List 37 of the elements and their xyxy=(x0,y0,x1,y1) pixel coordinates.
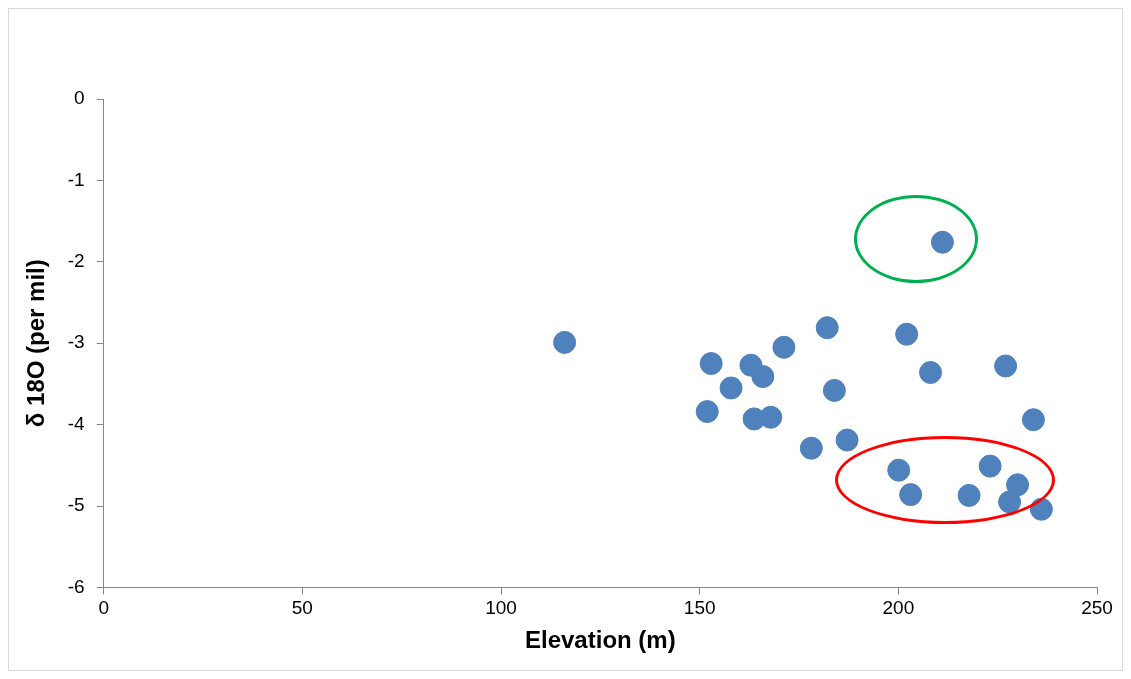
point xyxy=(998,490,1022,514)
y-tick-label: -4 xyxy=(67,412,86,434)
point xyxy=(553,330,577,354)
x-tick-label: 100 xyxy=(485,597,517,619)
point xyxy=(815,316,839,340)
point xyxy=(887,458,911,482)
x-axis-title: Elevation (m) xyxy=(525,626,676,654)
point xyxy=(899,483,923,507)
y-tick-label: -6 xyxy=(67,575,85,597)
point xyxy=(772,335,796,359)
point xyxy=(835,428,859,452)
point xyxy=(994,354,1018,378)
y-tick-label: -5 xyxy=(67,494,85,516)
y-tick-label: -2 xyxy=(67,250,85,272)
point xyxy=(699,352,723,376)
y-tick-label: -1 xyxy=(67,168,85,190)
x-tick-label: 200 xyxy=(882,597,915,619)
point xyxy=(759,405,783,429)
x-tick-label: 150 xyxy=(683,597,716,619)
point xyxy=(919,361,943,384)
x-tick-label: 50 xyxy=(291,597,313,619)
y-axis-title: δ 18O (per mil) xyxy=(22,259,50,428)
point xyxy=(695,400,719,424)
point xyxy=(1006,473,1030,497)
point xyxy=(930,230,954,254)
point xyxy=(895,322,919,346)
point xyxy=(822,378,846,402)
point xyxy=(957,483,981,507)
x-tick-label: 250 xyxy=(1081,597,1113,619)
point xyxy=(799,436,823,460)
point xyxy=(751,365,775,389)
x-tick-label: 0 xyxy=(98,597,109,619)
point xyxy=(1021,408,1045,432)
y-tick-label: 0 xyxy=(74,87,85,109)
y-tick-label: -3 xyxy=(67,331,85,353)
point xyxy=(719,376,743,400)
point xyxy=(978,454,1002,478)
